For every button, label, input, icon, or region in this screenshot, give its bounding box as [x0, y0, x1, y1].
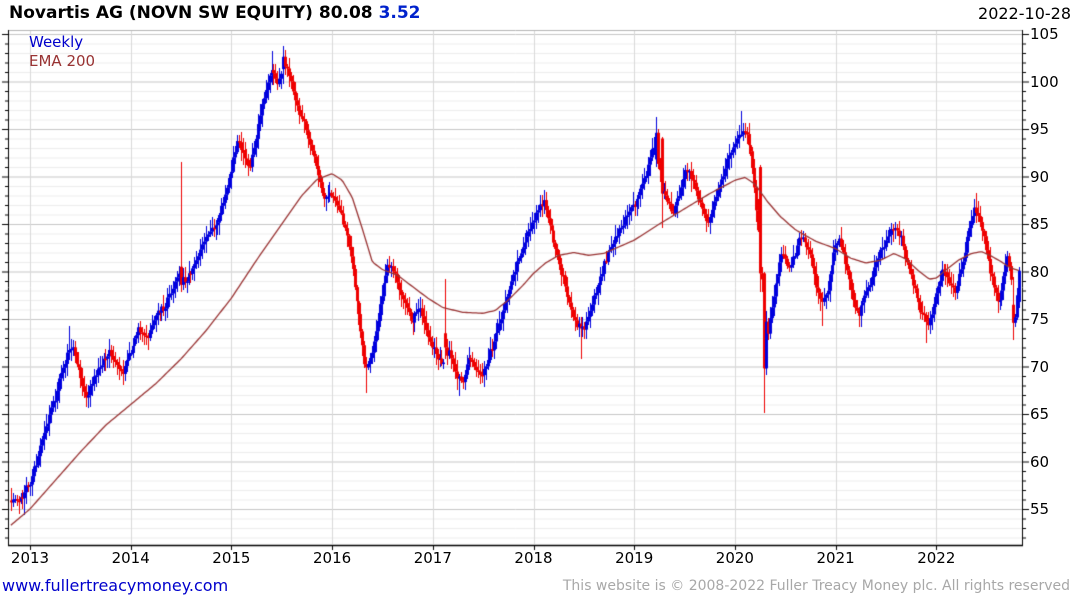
x-axis-label: 2017 — [413, 549, 452, 567]
x-axis-label: 2019 — [615, 549, 654, 567]
y-axis-label: 70 — [1030, 357, 1050, 376]
x-axis-label: 2021 — [816, 549, 855, 567]
chart-title: Novartis AG (NOVN SW EQUITY) 80.08 3.52 — [9, 3, 421, 23]
x-axis-label: 2020 — [715, 549, 754, 567]
chart-title-text: Novartis AG (NOVN SW EQUITY) 80.08 — [9, 3, 373, 23]
x-axis-label: 2016 — [313, 549, 352, 567]
y-axis-label: 60 — [1030, 452, 1050, 471]
chart-date-label: 2022-10-28 — [978, 4, 1071, 23]
y-axis-label: 100 — [1030, 72, 1059, 91]
legend-ema-label: EMA 200 — [29, 52, 96, 70]
y-axis-label: 75 — [1030, 310, 1050, 328]
y-axis-label: 95 — [1030, 120, 1050, 138]
website-link[interactable]: www.fullertreacymoney.com — [2, 576, 229, 595]
price-change-value: 3.52 — [378, 3, 421, 23]
x-axis-label: 2022 — [917, 549, 956, 567]
y-axis-label: 65 — [1030, 405, 1050, 423]
copyright-text: This website is © 2008-2022 Fuller Treac… — [562, 578, 1070, 594]
y-axis-label: 80 — [1030, 262, 1050, 281]
legend-timeframe-label: Weekly — [29, 33, 84, 51]
y-axis-label: 85 — [1030, 215, 1050, 233]
x-axis-label: 2018 — [514, 549, 553, 567]
y-axis-label: 55 — [1030, 500, 1050, 518]
x-axis-label: 2013 — [10, 549, 50, 567]
y-axis-label: 90 — [1030, 167, 1050, 186]
x-axis-label: 2014 — [111, 549, 150, 567]
x-axis-label: 2015 — [212, 549, 251, 567]
y-axis-label: 105 — [1030, 25, 1059, 43]
